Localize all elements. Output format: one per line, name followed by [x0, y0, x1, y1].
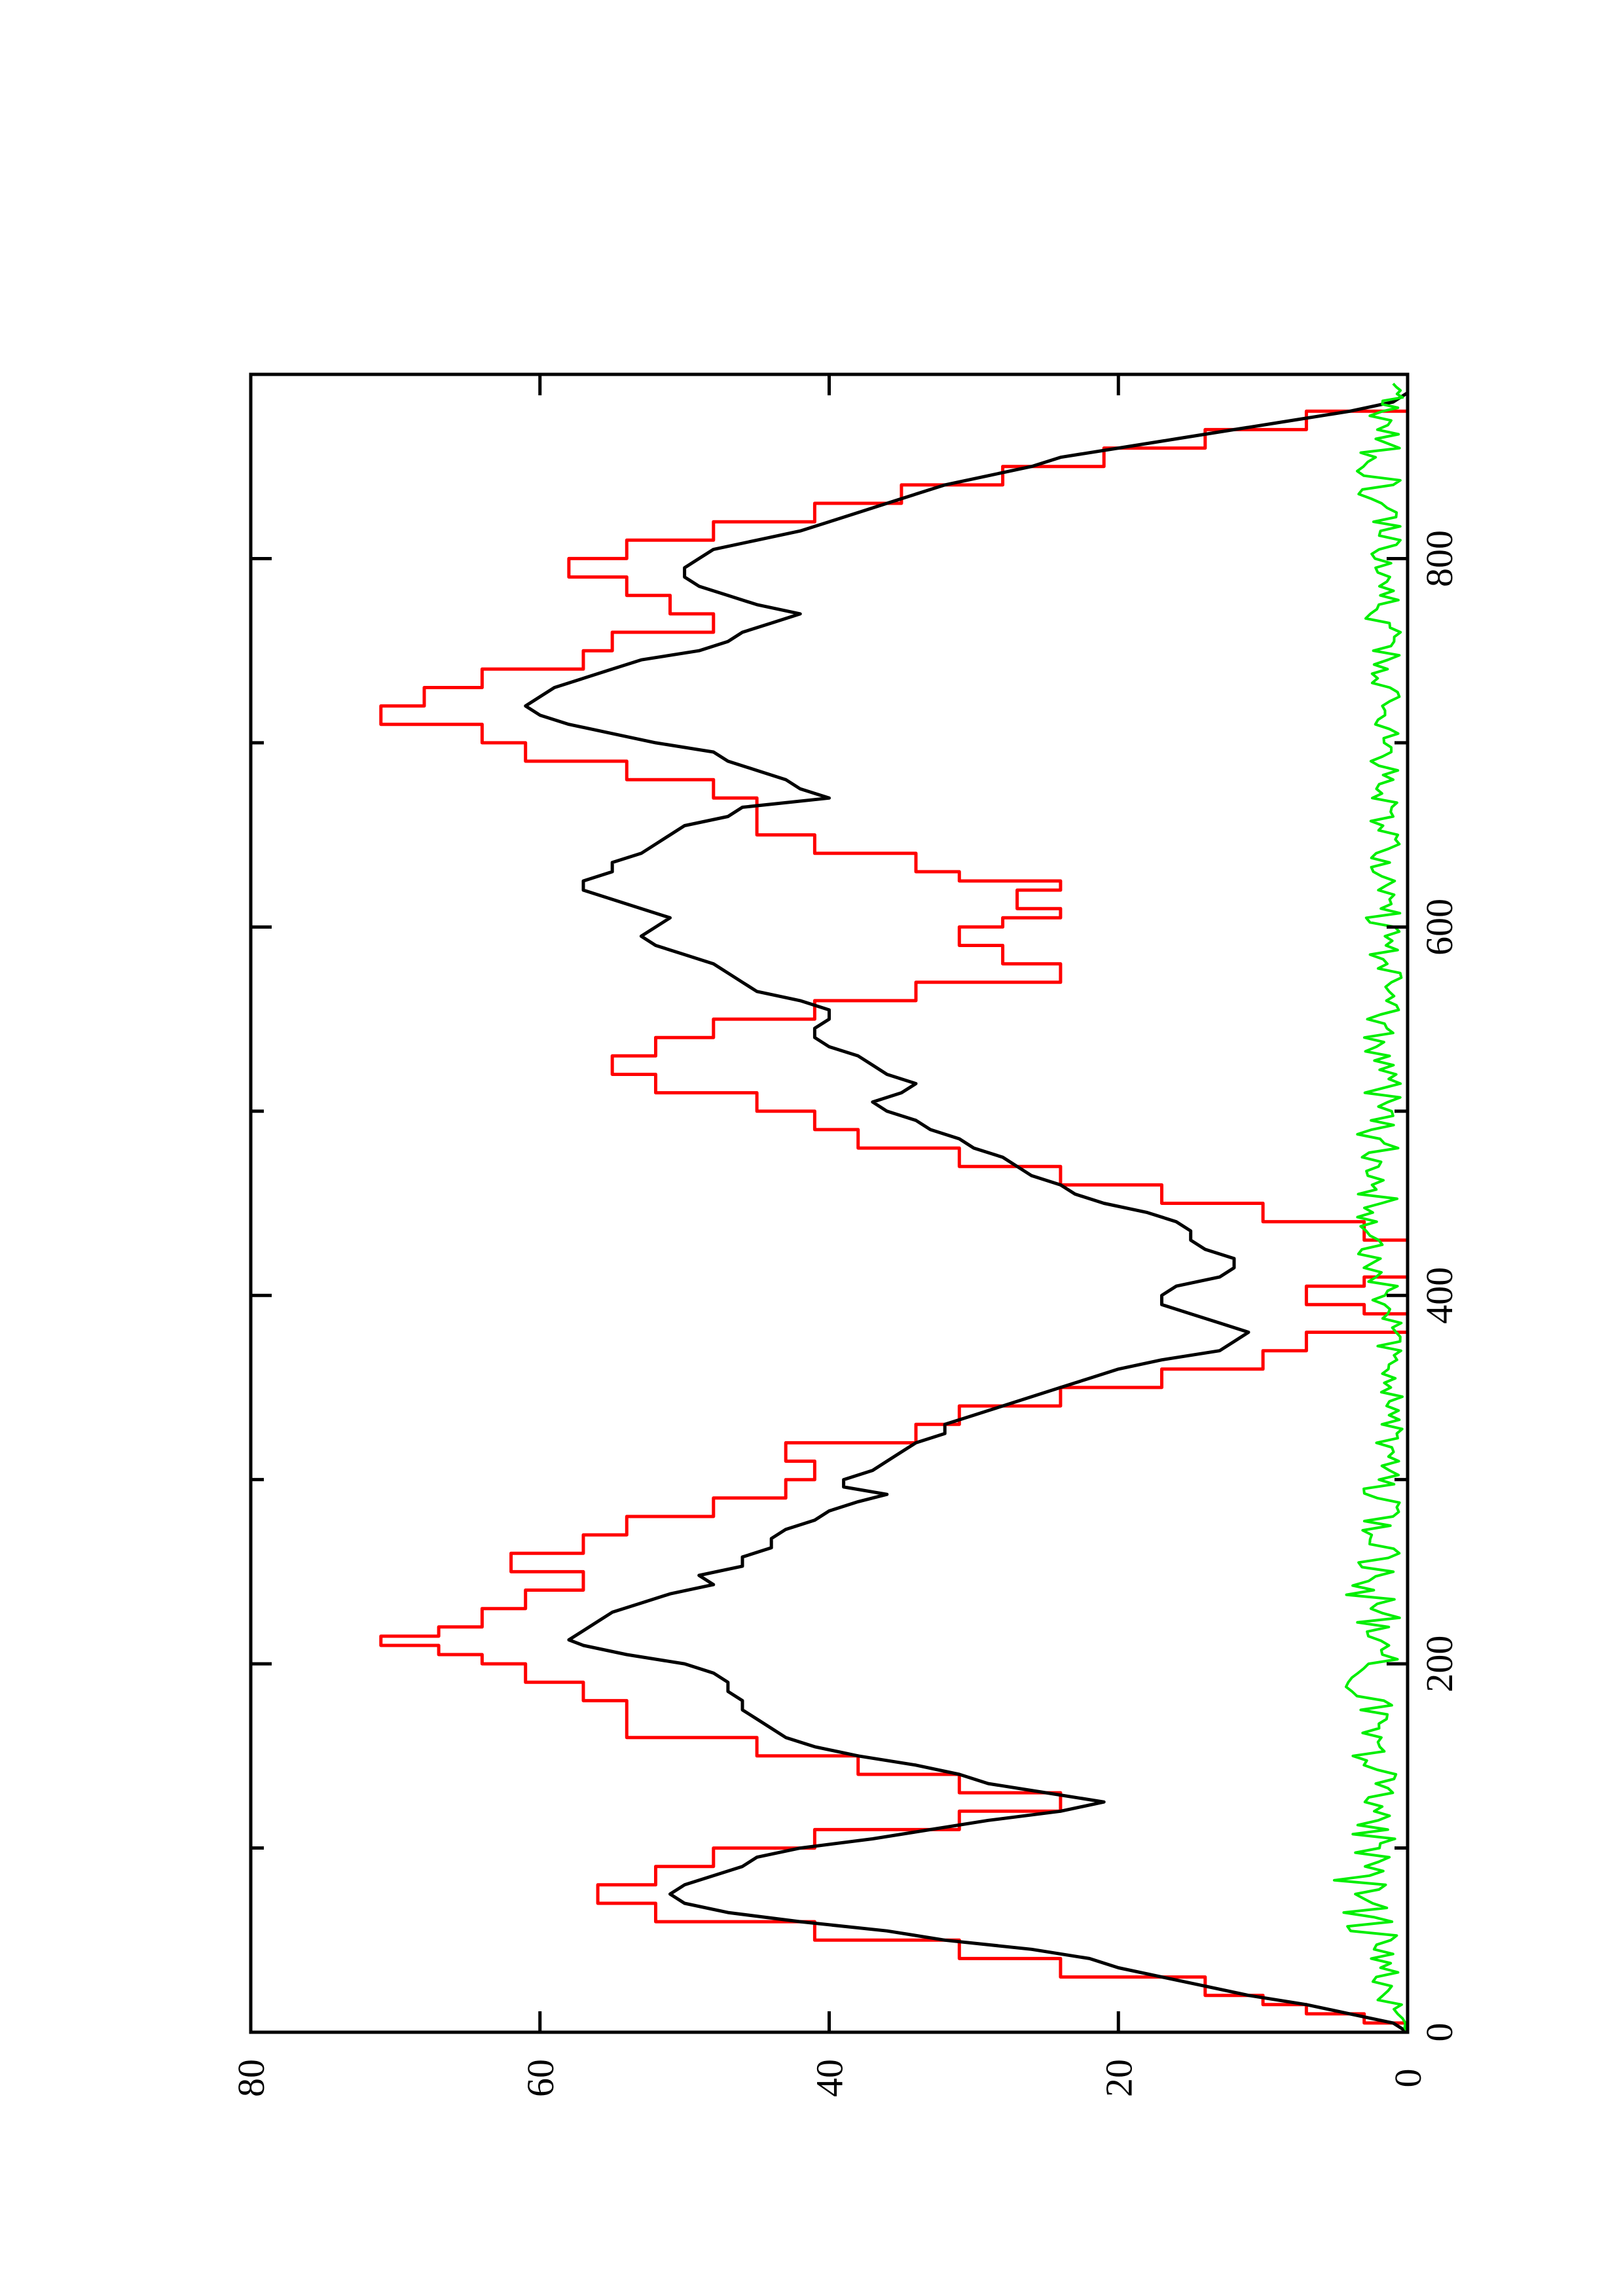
x-tick-label-1: 200	[1418, 1636, 1461, 1693]
series-line-2	[1332, 382, 1409, 2034]
x-tick-label-0: 0	[1418, 2023, 1461, 2042]
axis-tick-labels: 0 200 400 600 800 0 20 40 60 80	[230, 530, 1461, 2097]
y-tick-label-0: 0	[1387, 2069, 1429, 2088]
y-tick-label-1: 20	[1097, 2059, 1140, 2097]
series-line-1	[524, 391, 1409, 2034]
x-tick-label-2: 400	[1418, 1267, 1461, 1324]
y-tick-label-2: 40	[809, 2059, 851, 2097]
y-tick-label-4: 80	[230, 2059, 272, 2097]
x-tick-label-4: 800	[1418, 530, 1461, 587]
y-tick-label-3: 60	[519, 2059, 562, 2097]
series-line-0	[379, 384, 1410, 2032]
x-tick-label-3: 600	[1418, 899, 1461, 956]
series-layer	[379, 382, 1410, 2034]
axis-ticks	[249, 374, 1410, 2034]
